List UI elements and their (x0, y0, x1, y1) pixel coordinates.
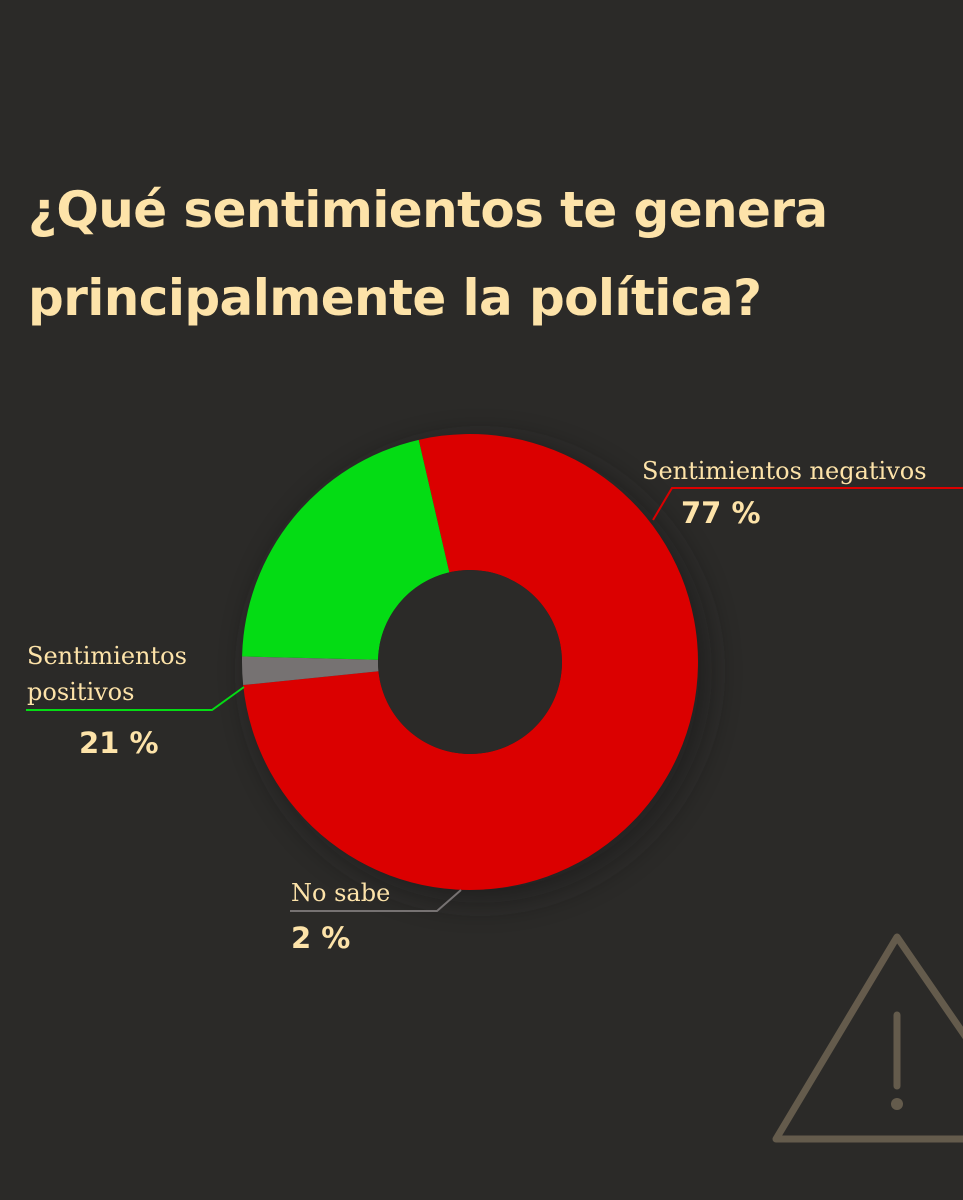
slice-label-negative: Sentimientos negativos 77 % (642, 457, 963, 530)
value-label: 21 % (79, 726, 159, 760)
slice-negative (243, 434, 698, 891)
labels-layer: Sentimientos negativos 77 % No sabe 2 % Sent… (26, 457, 963, 955)
slice-positive (242, 439, 450, 660)
chart-title: ¿Qué sentimientos te genera principalmen… (28, 181, 828, 327)
leader-line (652, 487, 963, 521)
slice-label-positive: Sentimientos positivos 21 % (26, 642, 245, 760)
slice-label-unknown: No sabe 2 % (290, 879, 462, 955)
category-label: Sentimientos (27, 642, 187, 670)
category-label: positivos (27, 678, 134, 706)
warning-triangle-icon (772, 933, 963, 1143)
value-label: 77 % (681, 496, 761, 530)
value-label: 2 % (291, 921, 350, 955)
leader-line (26, 686, 245, 711)
leader-line (290, 889, 462, 912)
donut-hole (378, 570, 562, 754)
slices-layer (242, 434, 698, 891)
slice-unknown (242, 656, 379, 686)
category-label: No sabe (291, 879, 390, 907)
category-label: Sentimientos negativos (642, 457, 927, 485)
